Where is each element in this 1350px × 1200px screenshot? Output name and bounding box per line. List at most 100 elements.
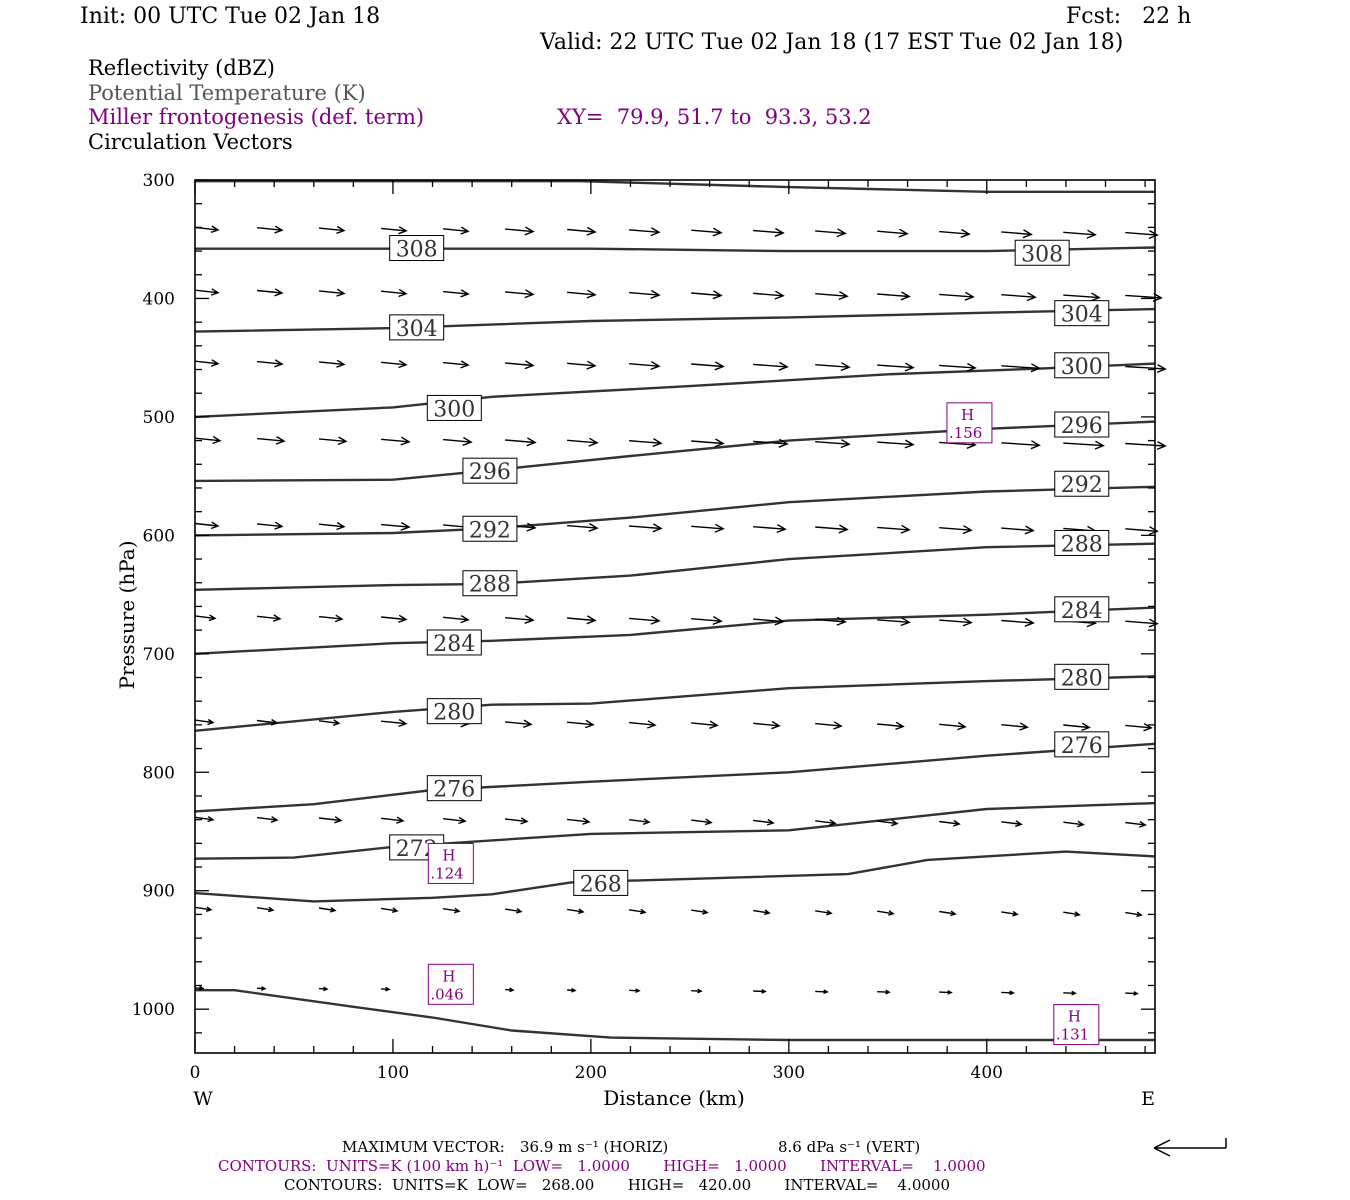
circulation-vector [256, 521, 284, 530]
x-axis-title: Distance (km) [603, 1086, 745, 1110]
circulation-vector [939, 362, 977, 372]
circulation-vector [1001, 229, 1033, 239]
isentrope-288 [194, 542, 1156, 591]
circulation-vector [194, 718, 215, 726]
x-tick-label: 100 [377, 1063, 409, 1083]
circulation-vector [629, 818, 651, 825]
circulation-vector [381, 521, 411, 531]
circulation-vector [815, 290, 849, 301]
isentrope-268 [194, 850, 1156, 903]
contours-theta-info: CONTOURS: UNITS=K LOW= 268.00 HIGH= 420.… [284, 1176, 950, 1194]
circulation-vector [256, 359, 284, 368]
circulation-vector [753, 988, 767, 994]
circulation-vector [753, 616, 785, 626]
svg-text:308: 308 [396, 238, 438, 263]
y-axis-title: Pressure (hPa) [115, 541, 139, 690]
y-tick-label: 400 [143, 289, 175, 309]
circulation-vector [815, 524, 849, 534]
circulation-vector [318, 719, 341, 727]
svg-text:292: 292 [1061, 473, 1103, 498]
y-tick-label: 1000 [132, 1000, 175, 1020]
circulation-vector [194, 521, 220, 530]
isentrope-304 [194, 307, 1156, 333]
circulation-vector [939, 819, 961, 827]
svg-text:284: 284 [433, 632, 475, 657]
circulation-vector [691, 523, 725, 533]
circulation-vector [753, 818, 775, 826]
contour-label-284: 284 [426, 629, 482, 657]
circulation-vector [1063, 722, 1091, 732]
svg-text:296: 296 [1061, 414, 1103, 439]
contour-label-280: 280 [1054, 663, 1110, 691]
cross-section-endpoints: XY= 79.9, 51.7 to 93.3, 53.2 [557, 105, 872, 129]
y-tick-label: 900 [143, 882, 175, 902]
circulation-vector [1125, 363, 1167, 374]
circulation-vector [939, 990, 953, 995]
circulation-vector [256, 436, 286, 445]
circulation-vector [815, 909, 833, 916]
contour-label-296: 296 [1054, 411, 1110, 439]
circulation-vector [443, 360, 470, 369]
contour-label-304: 304 [389, 314, 445, 342]
y-tick-label: 600 [143, 526, 175, 546]
circulation-vector [256, 225, 284, 234]
svg-text:292: 292 [469, 518, 511, 543]
contour-label-308: 308 [389, 235, 445, 263]
circulation-vector [256, 986, 267, 991]
svg-text:288: 288 [469, 573, 511, 598]
circulation-vector [939, 910, 957, 917]
circulation-vector [1125, 292, 1163, 302]
circulation-vector [1063, 292, 1101, 302]
isentrope-284 [194, 606, 1156, 655]
circulation-vector [939, 228, 971, 238]
circulation-vector [504, 908, 523, 914]
circulation-vector [629, 360, 661, 371]
circulation-vector [877, 989, 891, 995]
circulation-vector [566, 908, 585, 915]
circulation-vector [318, 907, 337, 913]
svg-text:H: H [442, 967, 455, 985]
isentrope-300 [194, 362, 1156, 419]
circulation-vector [1001, 722, 1029, 731]
plot-frame [194, 179, 1156, 1054]
svg-text:.131: .131 [1056, 1026, 1089, 1044]
svg-text:H: H [442, 846, 455, 864]
circulation-vector [753, 290, 785, 300]
contour-label-308: 308 [1014, 239, 1070, 267]
circulation-vector [691, 909, 709, 915]
circulation-vector [877, 439, 915, 449]
circulation-vector [256, 718, 279, 726]
circulation-vector [815, 819, 837, 826]
circulation-vector [939, 721, 967, 731]
svg-text:H: H [1068, 1008, 1081, 1026]
contour-label-296: 296 [462, 457, 518, 485]
circulation-vector [567, 522, 599, 532]
contour-label-300: 300 [1054, 352, 1110, 380]
circulation-vector [753, 909, 771, 916]
circulation-vector [567, 817, 591, 825]
circulation-vector [443, 615, 470, 624]
circulation-vector [815, 362, 851, 372]
circulation-vector [1063, 820, 1085, 828]
circulation-vector [443, 816, 467, 825]
circulation-vector [939, 291, 975, 301]
circulation-vector [753, 361, 789, 371]
circulation-vector [194, 816, 215, 823]
contour-label-292: 292 [1054, 470, 1110, 498]
circulation-vector [939, 525, 973, 535]
circulation-vector [505, 360, 535, 370]
circulation-vector [1001, 617, 1035, 627]
circulation-vector [877, 524, 911, 534]
legend-frontogenesis: Miller frontogenesis (def. term) [88, 105, 425, 129]
legend-reflectivity: Reflectivity (dBZ) [88, 56, 276, 80]
circulation-vector [877, 721, 905, 731]
circulation-vector [1125, 991, 1139, 996]
circulation-vector [1001, 292, 1037, 302]
circulation-vector [194, 359, 220, 367]
svg-text:.046: .046 [430, 985, 463, 1003]
max-vector-vertical: 8.6 dPa s⁻¹ (VERT) [778, 1138, 921, 1156]
circulation-vector [753, 523, 787, 534]
circulation-vector [1001, 440, 1041, 450]
circulation-vector [877, 291, 911, 301]
